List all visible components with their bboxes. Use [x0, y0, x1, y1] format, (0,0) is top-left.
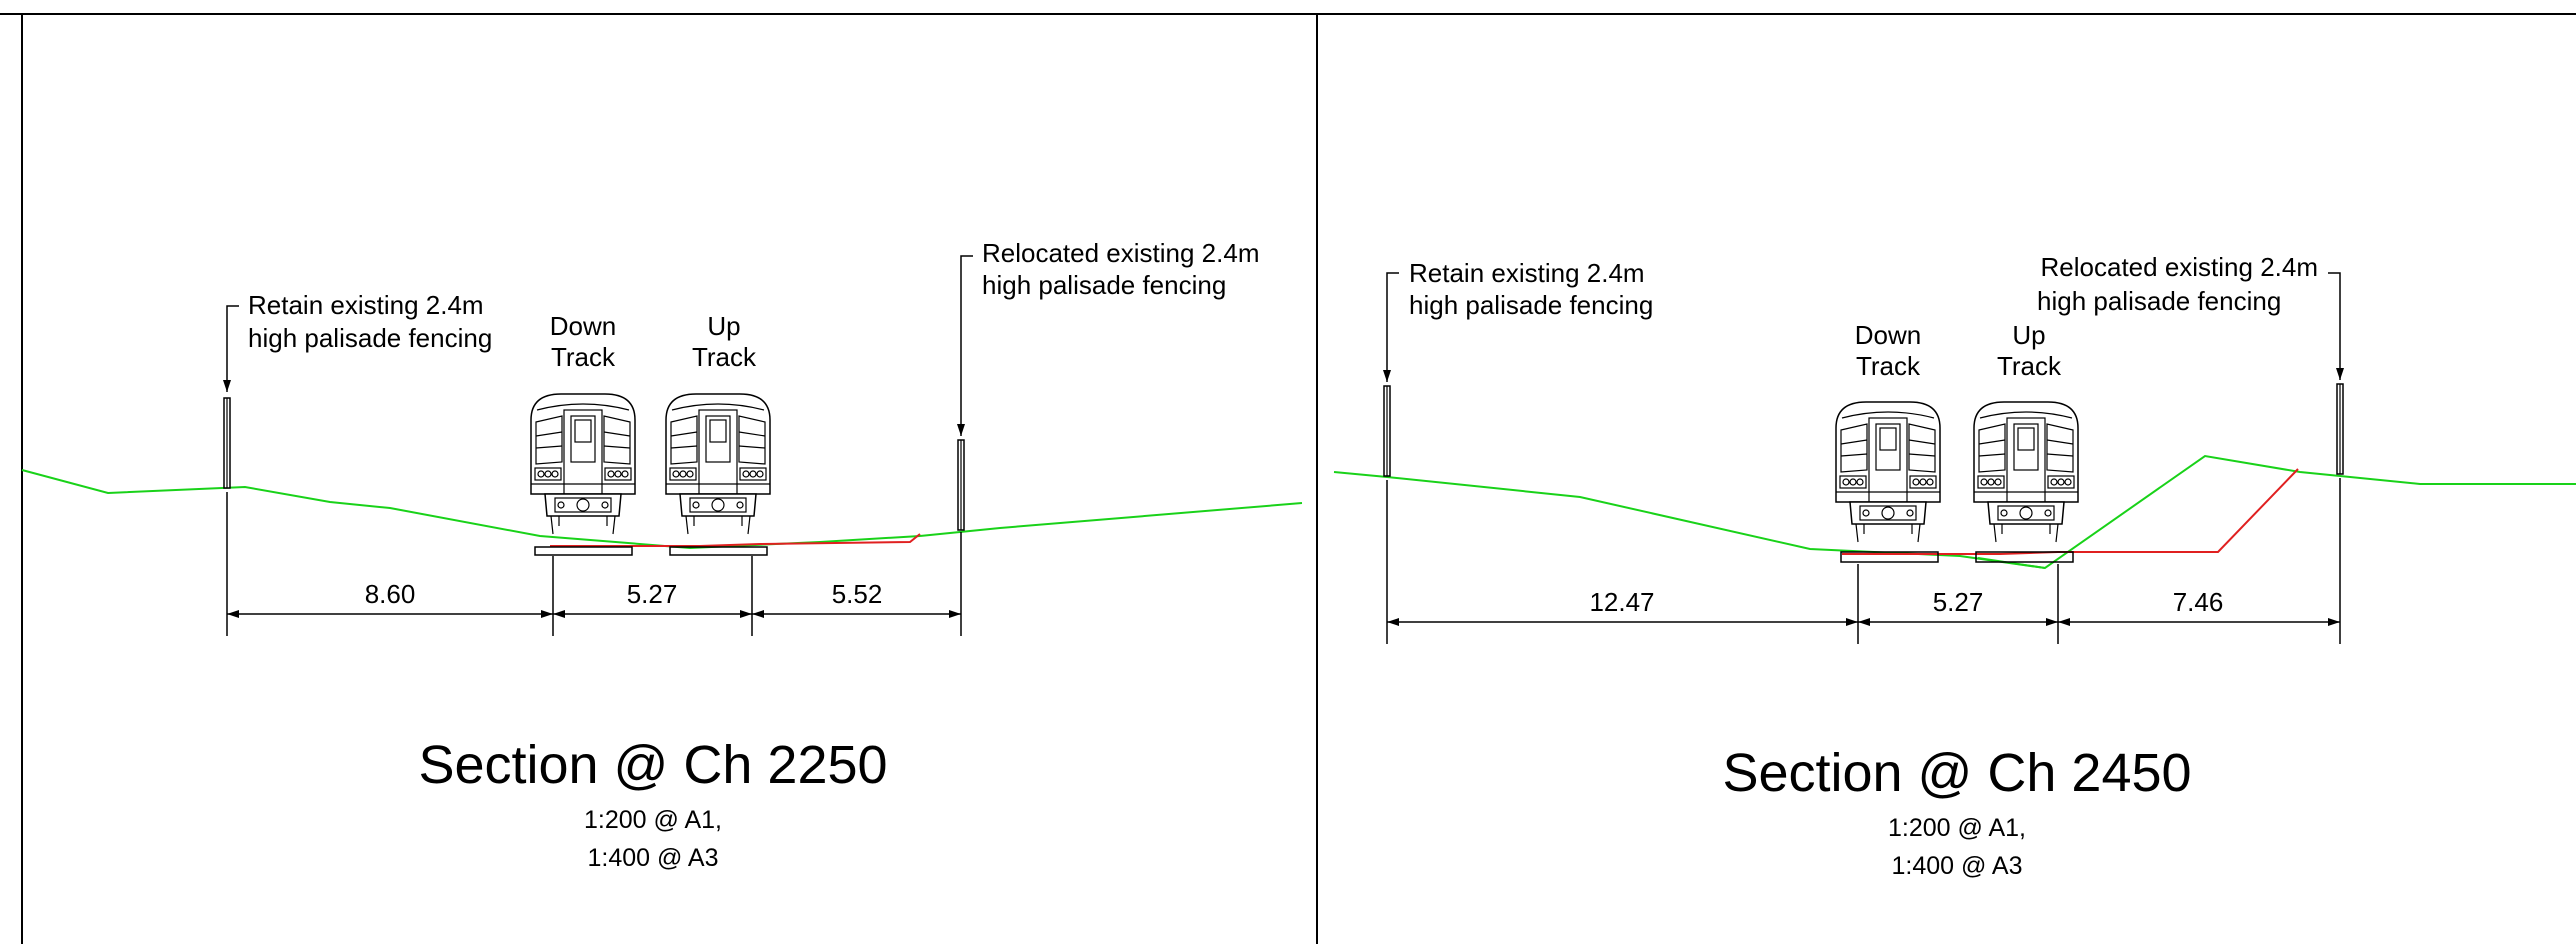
down-track-ballast [1840, 551, 1939, 563]
right-fence-leader [2328, 272, 2344, 380]
right-fence-note-line2: high palisade fencing [2037, 286, 2281, 316]
down-track-label-line1: Down [550, 311, 616, 341]
dimension-value: 8.60 [365, 579, 416, 609]
dimension-value: 7.46 [2173, 587, 2224, 617]
scale-note-line2: 1:400 @ A3 [1891, 852, 2022, 880]
left-fence-note-line1: Retain existing 2.4m [1409, 258, 1645, 288]
down-track-label-line1: Down [1855, 320, 1921, 350]
right-fence [2336, 383, 2344, 475]
sheet-frame [0, 13, 2576, 944]
dimension-value: 5.27 [627, 579, 678, 609]
up-track-label-line1: Up [707, 311, 740, 341]
right-fence-note-line1: Relocated existing 2.4m [2041, 252, 2318, 282]
scale-note-line2: 1:400 @ A3 [587, 844, 718, 872]
up-track-label-line2: Track [692, 342, 757, 372]
dimension-lines [1386, 478, 2341, 644]
left-fence [223, 397, 231, 489]
down-track-label-line2: Track [551, 342, 616, 372]
dimension-lines [226, 492, 962, 636]
down-track-train [530, 393, 636, 535]
right-fence-leader [957, 255, 973, 436]
down-track-ballast [534, 546, 633, 556]
left-fence [1383, 385, 1391, 477]
section-ch2450: Retain existing 2.4m high palisade fenci… [1333, 252, 2576, 880]
scale-note-line1: 1:200 @ A1, [584, 806, 722, 834]
right-fence-note-line1: Relocated existing 2.4m [982, 238, 1259, 268]
up-track-train [1973, 401, 2079, 543]
section-title: Section @ Ch 2450 [1722, 743, 2191, 803]
dimension-value: 5.52 [832, 579, 883, 609]
up-track-train [665, 393, 771, 535]
existing-ground-line [21, 469, 921, 550]
down-track-train [1835, 401, 1941, 543]
dimension-value: 5.27 [1933, 587, 1984, 617]
proposed-formation-line [550, 533, 921, 547]
section-title: Section @ Ch 2250 [418, 735, 887, 795]
up-track-ballast [1975, 551, 2074, 563]
left-fence-note-line1: Retain existing 2.4m [248, 290, 484, 320]
left-fence-note-line2: high palisade fencing [1409, 290, 1653, 320]
up-track-label-line1: Up [2012, 320, 2045, 350]
up-track-ballast [669, 546, 768, 556]
right-fence-note-line2: high palisade fencing [982, 270, 1226, 300]
ground-tie-line [1977, 557, 2046, 569]
right-fence [957, 439, 965, 531]
dimension-value: 12.47 [1589, 587, 1654, 617]
up-track-label-line2: Track [1997, 351, 2062, 381]
existing-ground-line-right [919, 502, 1303, 537]
left-fence-leader [1383, 272, 1399, 382]
existing-ground-line [1333, 454, 2576, 570]
down-track-label-line2: Track [1856, 351, 1921, 381]
section-ch2250: Retain existing 2.4m high palisade fenci… [21, 238, 1303, 872]
left-fence-leader [223, 305, 239, 392]
scale-note-line1: 1:200 @ A1, [1888, 814, 2026, 842]
left-fence-note-line2: high palisade fencing [248, 323, 492, 353]
